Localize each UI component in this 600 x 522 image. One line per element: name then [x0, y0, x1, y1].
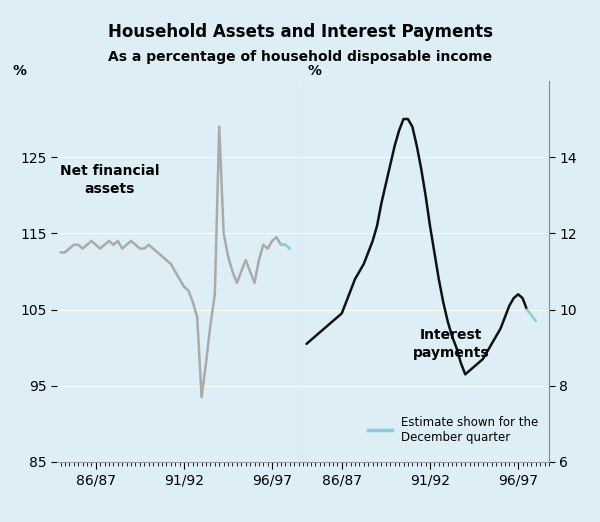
Legend: Estimate shown for the
December quarter: Estimate shown for the December quarter: [364, 411, 543, 448]
Text: Net financial
assets: Net financial assets: [60, 164, 160, 196]
Text: Interest
payments: Interest payments: [413, 328, 490, 360]
Text: Household Assets and Interest Payments: Household Assets and Interest Payments: [107, 23, 493, 41]
Text: %: %: [308, 64, 322, 78]
Text: As a percentage of household disposable income: As a percentage of household disposable …: [108, 50, 492, 64]
Text: %: %: [12, 64, 26, 78]
